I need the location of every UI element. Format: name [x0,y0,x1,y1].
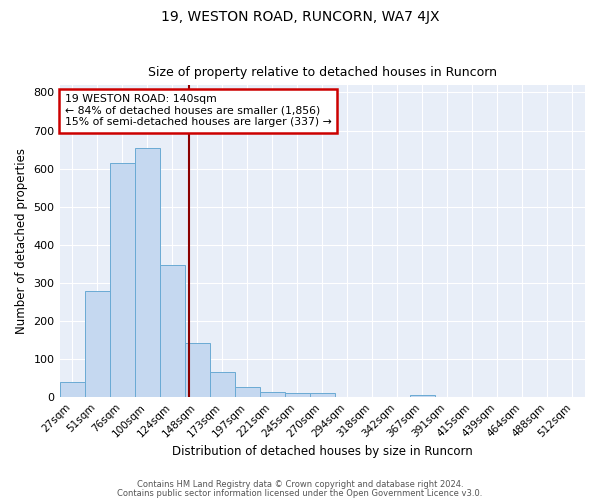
Bar [235,386,260,397]
Y-axis label: Number of detached properties: Number of detached properties [15,148,28,334]
Bar [110,163,134,397]
Bar [160,264,185,397]
Bar [59,382,85,397]
X-axis label: Distribution of detached houses by size in Runcorn: Distribution of detached houses by size … [172,444,473,458]
Bar [260,392,285,397]
Text: 19, WESTON ROAD, RUNCORN, WA7 4JX: 19, WESTON ROAD, RUNCORN, WA7 4JX [161,10,439,24]
Bar [134,148,160,397]
Bar [410,394,435,397]
Bar [85,292,110,397]
Text: Contains public sector information licensed under the Open Government Licence v3: Contains public sector information licen… [118,488,482,498]
Bar [285,394,310,397]
Bar [209,372,235,397]
Text: 19 WESTON ROAD: 140sqm
← 84% of detached houses are smaller (1,856)
15% of semi-: 19 WESTON ROAD: 140sqm ← 84% of detached… [65,94,332,128]
Bar [310,394,335,397]
Bar [185,342,209,397]
Text: Contains HM Land Registry data © Crown copyright and database right 2024.: Contains HM Land Registry data © Crown c… [137,480,463,489]
Title: Size of property relative to detached houses in Runcorn: Size of property relative to detached ho… [148,66,497,80]
